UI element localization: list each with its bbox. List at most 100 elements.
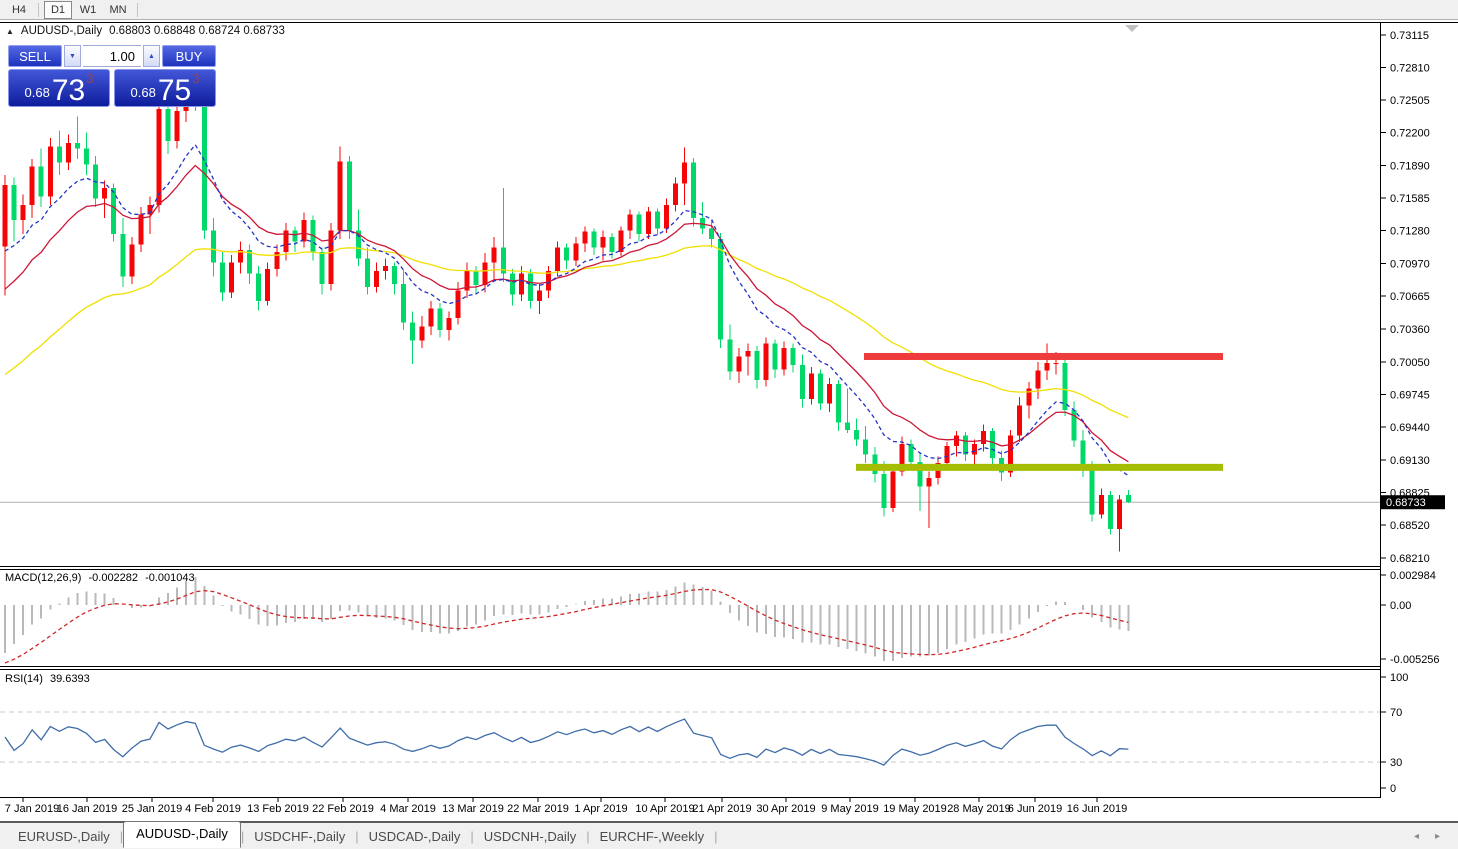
svg-text:28 May 2019: 28 May 2019 bbox=[947, 803, 1011, 815]
svg-text:30 Apr 2019: 30 Apr 2019 bbox=[756, 803, 815, 815]
sell-price-prefix: 0.68 bbox=[24, 85, 50, 100]
svg-text:22 Mar 2019: 22 Mar 2019 bbox=[507, 803, 569, 815]
svg-text:0.72505: 0.72505 bbox=[1390, 95, 1430, 107]
macd-name: MACD(12,26,9) bbox=[5, 572, 82, 584]
svg-text:0.68520: 0.68520 bbox=[1390, 520, 1430, 532]
svg-text:4 Mar 2019: 4 Mar 2019 bbox=[380, 803, 436, 815]
tab-separator: | bbox=[714, 828, 718, 844]
chart-tab-audusd-daily[interactable]: AUDUSD-,Daily bbox=[123, 820, 241, 848]
rsi-value: 39.6393 bbox=[49, 673, 90, 685]
support-line bbox=[856, 463, 1223, 471]
rsi-label: RSI(14) 39.6393 bbox=[5, 673, 94, 685]
pane-borders bbox=[0, 22, 1458, 798]
rsi-level-lines bbox=[0, 711, 1380, 763]
chart-tab-usdcnh-daily[interactable]: USDCNH-,Daily bbox=[483, 828, 577, 844]
chart-tab-eurusd-daily[interactable]: EURUSD-,Daily bbox=[18, 828, 110, 844]
svg-text:0.70970: 0.70970 bbox=[1390, 259, 1430, 271]
one-click-trade-panel: SELL ▼ ▲ BUY 0.68 73 3 0.68 75 3 bbox=[8, 45, 216, 107]
rsi-name: RSI(14) bbox=[5, 673, 43, 685]
buy-price-box[interactable]: 0.68 75 3 bbox=[114, 69, 216, 107]
tab-separator: | bbox=[586, 828, 590, 844]
chart-tab-eurchf-weekly[interactable]: EURCHF-,Weekly bbox=[599, 828, 705, 844]
toolbar-separator bbox=[137, 2, 138, 17]
volume-decrease-button[interactable]: ▼ bbox=[64, 45, 81, 67]
svg-text:4 Feb 2019: 4 Feb 2019 bbox=[185, 803, 241, 815]
tab-scroll-left-icon[interactable]: ◂ bbox=[1413, 830, 1419, 842]
timeframe-button-d1[interactable]: D1 bbox=[44, 0, 72, 19]
macd-value-main: -0.002282 bbox=[88, 572, 139, 584]
tab-scroll-arrows: ◂ ▸ bbox=[1414, 831, 1458, 842]
tab-scroll-right-icon[interactable]: ▸ bbox=[1434, 830, 1440, 842]
macd-histogram bbox=[4, 577, 1130, 662]
svg-text:0.69745: 0.69745 bbox=[1390, 389, 1430, 401]
svg-text:13 Feb 2019: 13 Feb 2019 bbox=[247, 803, 309, 815]
sell-price-big: 73 bbox=[51, 73, 86, 107]
svg-text:6 Jun 2019: 6 Jun 2019 bbox=[1008, 803, 1062, 815]
svg-text:13 Mar 2019: 13 Mar 2019 bbox=[442, 803, 504, 815]
rsi-layer bbox=[4, 718, 1129, 766]
svg-text:0.73115: 0.73115 bbox=[1390, 30, 1429, 42]
timeframe-toolbar: H4 D1 W1 MN bbox=[0, 0, 1458, 20]
current-price-tag: 0.68733 bbox=[1381, 495, 1445, 510]
svg-text:16 Jun 2019: 16 Jun 2019 bbox=[1067, 803, 1128, 815]
svg-text:0.71280: 0.71280 bbox=[1390, 226, 1430, 238]
collapse-triangle-icon[interactable]: ▲ bbox=[6, 26, 14, 36]
svg-text:0.72200: 0.72200 bbox=[1390, 128, 1430, 140]
ma-slow-line bbox=[4, 245, 1129, 419]
buy-button[interactable]: BUY bbox=[162, 45, 216, 67]
svg-text:22 Feb 2019: 22 Feb 2019 bbox=[312, 803, 374, 815]
buy-price-big: 75 bbox=[157, 73, 192, 107]
price-axis: 0.73115 0.72810 0.72505 0.72200 0.71890 0.715… bbox=[1381, 30, 1440, 795]
macd-value-signal: -0.001043 bbox=[145, 572, 195, 584]
svg-text:0.71890: 0.71890 bbox=[1390, 161, 1430, 173]
svg-text:10 Apr 2019: 10 Apr 2019 bbox=[635, 803, 694, 815]
chart-title-ohlc: 0.68803 0.68848 0.68724 0.68733 bbox=[109, 25, 285, 37]
svg-text:30: 30 bbox=[1390, 757, 1402, 769]
chart-tab-usdcad-daily[interactable]: USDCAD-,Daily bbox=[368, 828, 461, 844]
sell-button[interactable]: SELL bbox=[8, 45, 62, 67]
timeframe-button-w1[interactable]: W1 bbox=[79, 3, 97, 16]
chart-shift-marker-icon bbox=[1125, 25, 1139, 32]
tab-separator: | bbox=[240, 828, 245, 844]
svg-text:0.69130: 0.69130 bbox=[1390, 455, 1430, 467]
macd-signal-layer bbox=[4, 588, 1129, 664]
arrow-down-icon: ▼ bbox=[69, 52, 76, 60]
svg-text:19 May 2019: 19 May 2019 bbox=[883, 803, 947, 815]
toolbar-separator bbox=[38, 2, 39, 17]
svg-text:0.72810: 0.72810 bbox=[1390, 63, 1430, 75]
svg-text:0.70050: 0.70050 bbox=[1390, 357, 1430, 369]
macd-signal-line bbox=[4, 588, 1129, 664]
resistance-line bbox=[864, 352, 1223, 360]
svg-text:0.002984: 0.002984 bbox=[1390, 570, 1436, 582]
svg-text:0.00: 0.00 bbox=[1390, 600, 1411, 612]
volume-input[interactable] bbox=[83, 45, 141, 67]
tab-separator: | bbox=[119, 828, 124, 844]
svg-text:0.68210: 0.68210 bbox=[1390, 553, 1430, 565]
rsi-line bbox=[4, 718, 1129, 766]
ma-mid-line bbox=[4, 164, 1129, 463]
macd-label: MACD(12,26,9) -0.002282 -0.001043 bbox=[5, 572, 199, 584]
timeframe-button-h4[interactable]: H4 bbox=[11, 3, 27, 16]
svg-text:16 Jan 2019: 16 Jan 2019 bbox=[57, 803, 118, 815]
volume-increase-button[interactable]: ▲ bbox=[143, 45, 160, 67]
svg-text:0.70665: 0.70665 bbox=[1390, 291, 1430, 303]
candles-layer bbox=[2, 77, 1131, 552]
chart-tabbar: EURUSD-,Daily | AUDUSD-,Daily | USDCHF-,Dail… bbox=[0, 820, 1458, 849]
chart-title-symbol: AUDUSD-,Daily bbox=[20, 25, 103, 37]
sell-price-pipette: 3 bbox=[86, 71, 94, 86]
chart-title: ▲ AUDUSD-,Daily 0.68803 0.68848 0.68724 … bbox=[6, 25, 285, 37]
svg-text:21 Apr 2019: 21 Apr 2019 bbox=[692, 803, 751, 815]
arrow-up-icon: ▲ bbox=[148, 52, 155, 60]
chart-tab-usdchf-daily[interactable]: USDCHF-,Daily bbox=[254, 828, 346, 844]
tab-separator: | bbox=[470, 828, 474, 844]
svg-text:0.71585: 0.71585 bbox=[1390, 193, 1430, 205]
svg-text:70: 70 bbox=[1390, 707, 1402, 719]
svg-text:7 Jan 2019: 7 Jan 2019 bbox=[5, 803, 59, 815]
sell-price-box[interactable]: 0.68 73 3 bbox=[8, 69, 110, 107]
buy-price-prefix: 0.68 bbox=[130, 85, 156, 100]
svg-text:-0.005256: -0.005256 bbox=[1390, 654, 1440, 666]
timeframe-button-mn[interactable]: MN bbox=[109, 3, 127, 16]
buy-price-pipette: 3 bbox=[192, 71, 200, 86]
